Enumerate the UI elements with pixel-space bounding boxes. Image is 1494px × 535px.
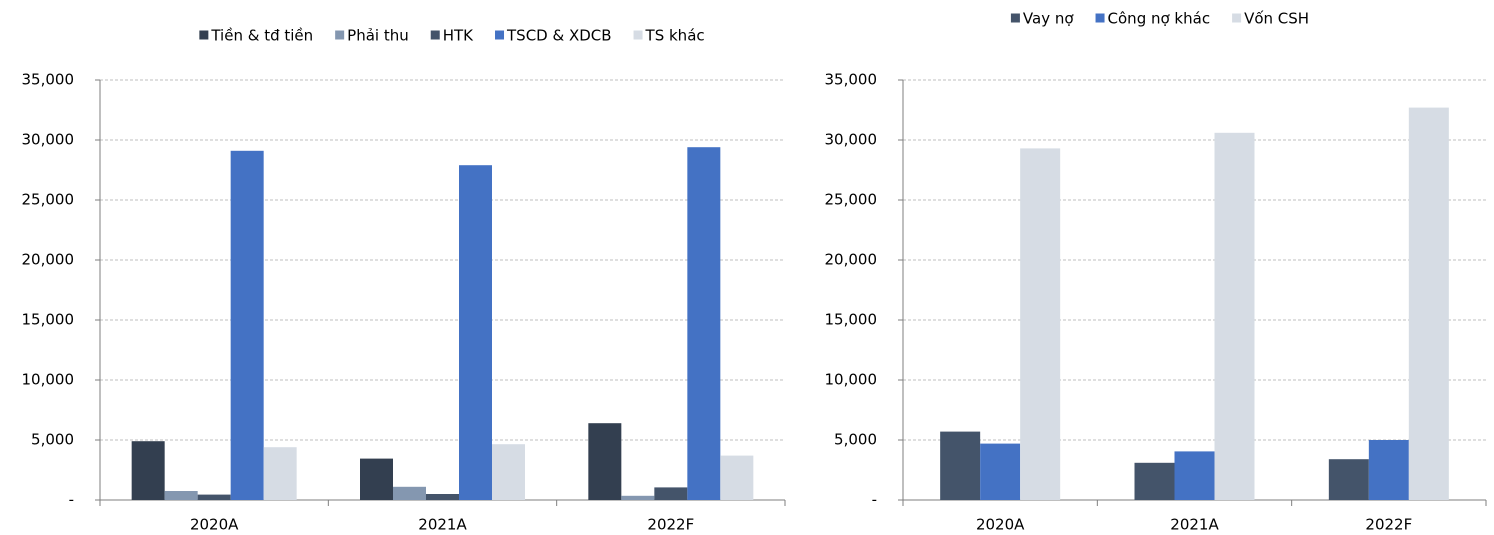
bar: [1408, 107, 1449, 500]
x-tick-label: 2021A: [418, 516, 467, 534]
bar: [1368, 440, 1409, 500]
bar: [131, 441, 165, 500]
y-tick-label: 5,000: [31, 431, 74, 449]
bar: [588, 423, 622, 500]
bar: [980, 443, 1021, 500]
legend-swatch: [199, 30, 209, 40]
bar: [1174, 451, 1215, 500]
bar: [720, 455, 754, 500]
y-tick-label: 10,000: [22, 371, 75, 389]
legend-label: HTK: [443, 27, 474, 45]
legend-label: Vay nợ: [1023, 10, 1074, 28]
y-tick-label: 5,000: [834, 431, 877, 449]
legend-swatch: [495, 30, 505, 40]
y-tick-label: 15,000: [825, 311, 878, 329]
y-tick-label: 25,000: [22, 191, 75, 209]
y-tick-label: -: [872, 491, 877, 509]
x-tick-label: 2020A: [976, 516, 1025, 534]
x-tick-label: 2022F: [1365, 516, 1412, 534]
y-tick-label: 35,000: [825, 71, 878, 89]
legend-swatch: [1232, 13, 1242, 23]
x-tick-label: 2021A: [1170, 516, 1219, 534]
y-tick-label: 20,000: [825, 251, 878, 269]
bar: [492, 444, 525, 500]
legend-swatch: [1095, 13, 1105, 23]
bar: [426, 494, 459, 500]
bar: [687, 147, 721, 500]
legend-label: Vốn CSH: [1244, 10, 1309, 28]
y-tick-label: 30,000: [22, 131, 75, 149]
y-tick-label: 25,000: [825, 191, 878, 209]
legend-label: Phải thu: [347, 27, 409, 45]
x-tick-label: 2020A: [190, 516, 239, 534]
bar: [393, 486, 426, 500]
bar: [164, 491, 198, 500]
legend-swatch: [430, 30, 440, 40]
bar: [1328, 459, 1369, 500]
y-tick-label: 10,000: [825, 371, 878, 389]
bar: [197, 494, 231, 500]
bar: [360, 458, 393, 500]
bar: [1020, 148, 1061, 500]
bar: [940, 431, 981, 500]
y-tick-label: 35,000: [22, 71, 75, 89]
bar: [654, 487, 688, 500]
legend-swatch: [633, 30, 643, 40]
bar: [459, 165, 492, 500]
legend-label: Tiền & tđ tiền: [210, 27, 313, 45]
legend-label: TSCD & XDCB: [506, 27, 612, 45]
bar: [1134, 462, 1175, 500]
x-tick-label: 2022F: [647, 516, 694, 534]
legend-swatch: [335, 30, 345, 40]
y-tick-label: -: [69, 491, 74, 509]
bar: [621, 495, 655, 500]
y-tick-label: 15,000: [22, 311, 75, 329]
bar: [263, 447, 297, 500]
y-tick-label: 30,000: [825, 131, 878, 149]
bar: [230, 150, 264, 501]
legend-swatch: [1010, 13, 1020, 23]
bar: [1214, 132, 1255, 501]
legend-label: Công nợ khác: [1108, 10, 1211, 28]
y-tick-label: 20,000: [22, 251, 75, 269]
legend-label: TS khác: [645, 27, 705, 45]
